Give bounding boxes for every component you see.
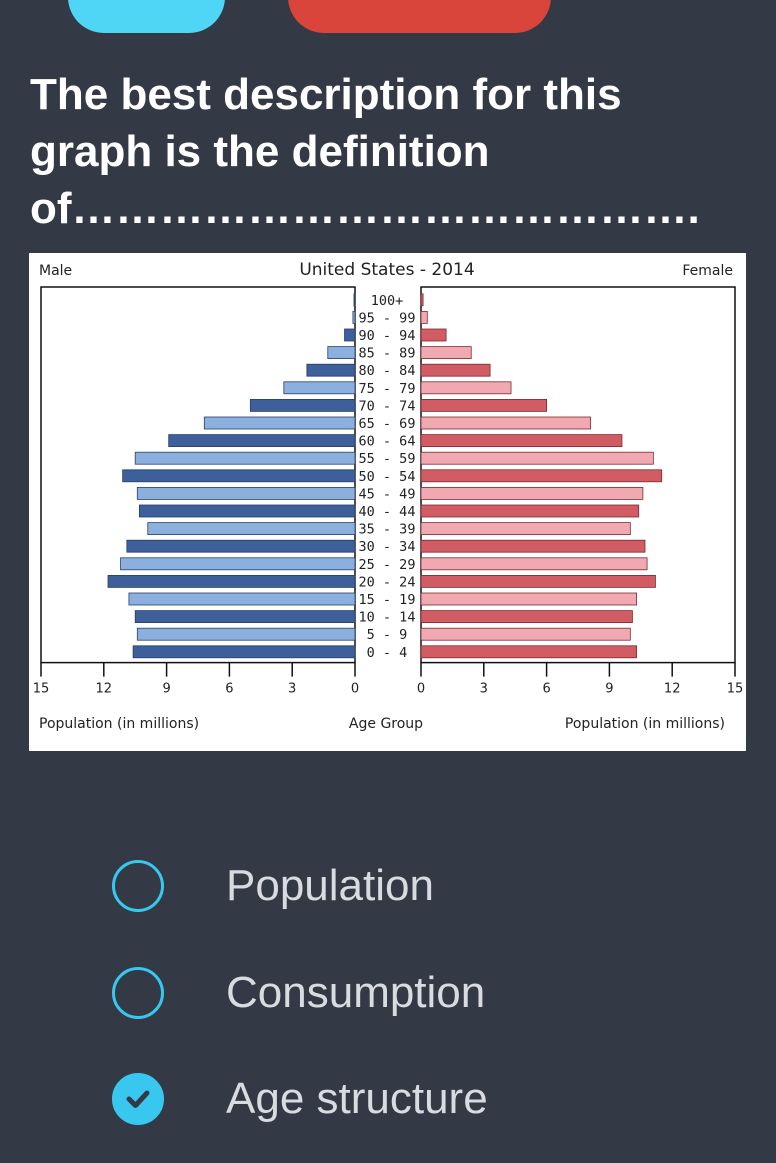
female-bar — [420, 592, 638, 606]
female-bar — [420, 416, 591, 430]
age-group-label: 0 - 4 — [367, 645, 408, 661]
male-bar — [147, 522, 356, 536]
tick-label: 6 — [542, 682, 550, 697]
male-bar — [203, 416, 356, 430]
tick-label: 12 — [96, 682, 113, 697]
tick-label: 9 — [605, 682, 613, 697]
tick-label: 0 — [351, 682, 359, 697]
x-axis-label-left: Population (in millions) — [39, 716, 199, 732]
population-pyramid-chart: Male United States - 2014 Female 100+ 95 - 9… — [29, 253, 746, 751]
female-bar — [420, 539, 646, 553]
age-group-label: 75 - 79 — [359, 381, 416, 397]
age-group-label: 70 - 74 — [359, 398, 416, 414]
male-label: Male — [39, 263, 72, 279]
female-bar — [420, 293, 424, 307]
female-bar — [420, 328, 447, 342]
female-bar — [420, 645, 638, 659]
tick-label: 15 — [33, 682, 50, 697]
male-bar — [134, 451, 356, 465]
female-bar — [420, 311, 428, 324]
female-bar — [420, 504, 640, 518]
male-bar — [306, 363, 356, 377]
age-group-label: 85 - 89 — [359, 346, 416, 362]
age-group-label: 35 - 39 — [359, 522, 416, 538]
age-group-label: 80 - 84 — [359, 363, 416, 379]
top-left-button[interactable] — [68, 0, 225, 33]
option-label: Age structure — [226, 1074, 488, 1123]
male-bar — [353, 293, 356, 307]
female-bar — [420, 627, 631, 641]
age-group-label: 100+ — [371, 293, 404, 309]
age-group-label: 20 - 24 — [359, 574, 416, 590]
tick-label: 9 — [162, 682, 170, 697]
option-label: Consumption — [226, 968, 486, 1017]
age-group-label: 5 - 9 — [367, 627, 408, 643]
age-group-label: 55 - 59 — [359, 451, 416, 467]
male-bar — [132, 645, 356, 659]
male-bar — [249, 398, 356, 412]
age-group-label: 15 - 19 — [359, 592, 416, 608]
radio-checked-icon[interactable] — [112, 1073, 164, 1125]
male-bar — [283, 381, 356, 395]
male-bar — [128, 592, 356, 606]
x-axis-label-center: Age Group — [349, 716, 423, 732]
female-bar — [420, 610, 633, 624]
tick-label: 0 — [417, 682, 425, 697]
female-bar — [420, 398, 547, 412]
age-group-label: 95 - 99 — [359, 310, 416, 326]
age-group-label: 90 - 94 — [359, 328, 416, 344]
female-bar — [420, 381, 512, 395]
female-bar — [420, 363, 491, 377]
x-axis-label-right: Population (in millions) — [565, 716, 725, 732]
female-label: Female — [682, 263, 733, 279]
tick-label: 15 — [727, 682, 744, 697]
male-bar — [327, 346, 356, 359]
age-group-label: 40 - 44 — [359, 504, 416, 520]
checkmark-icon — [126, 1090, 150, 1108]
option-population[interactable]: Population — [112, 856, 672, 916]
chart-title: United States - 2014 — [299, 260, 474, 280]
option-consumption[interactable]: Consumption — [112, 963, 672, 1023]
question-text: The best description for this graph is t… — [30, 70, 700, 233]
age-group-label: 25 - 29 — [359, 557, 416, 573]
male-bar — [134, 610, 356, 624]
radio-unchecked-icon[interactable] — [112, 967, 164, 1019]
option-label: Population — [226, 861, 434, 910]
age-group-label: 45 - 49 — [359, 486, 416, 502]
tick-label: 3 — [288, 682, 296, 697]
male-bar — [168, 434, 356, 448]
male-bar — [126, 539, 356, 553]
female-bar — [420, 434, 623, 448]
option-age-structure[interactable]: Age structure — [112, 1069, 672, 1129]
male-bar — [344, 328, 356, 342]
male-bar — [138, 504, 356, 518]
female-bar — [420, 522, 631, 536]
tick-label: 6 — [225, 682, 233, 697]
tick-label: 12 — [664, 682, 681, 697]
male-bar — [122, 469, 356, 483]
female-bar — [420, 557, 648, 571]
age-group-label: 65 - 69 — [359, 416, 416, 432]
male-bar — [107, 574, 356, 588]
age-group-label: 50 - 54 — [359, 469, 416, 485]
age-group-label: 10 - 14 — [359, 610, 416, 626]
male-bar — [352, 311, 356, 324]
age-group-label: 30 - 34 — [359, 539, 416, 555]
male-bar — [136, 486, 356, 500]
tick-label: 3 — [480, 682, 488, 697]
female-bar — [420, 451, 654, 465]
female-bar — [420, 574, 656, 588]
female-bar — [420, 486, 644, 500]
male-bar — [120, 557, 356, 571]
female-bar — [420, 469, 663, 483]
top-right-button[interactable] — [288, 0, 551, 33]
male-bar — [136, 627, 356, 641]
age-group-label: 60 - 64 — [359, 434, 416, 450]
female-bar — [420, 346, 472, 359]
radio-unchecked-icon[interactable] — [112, 860, 164, 912]
